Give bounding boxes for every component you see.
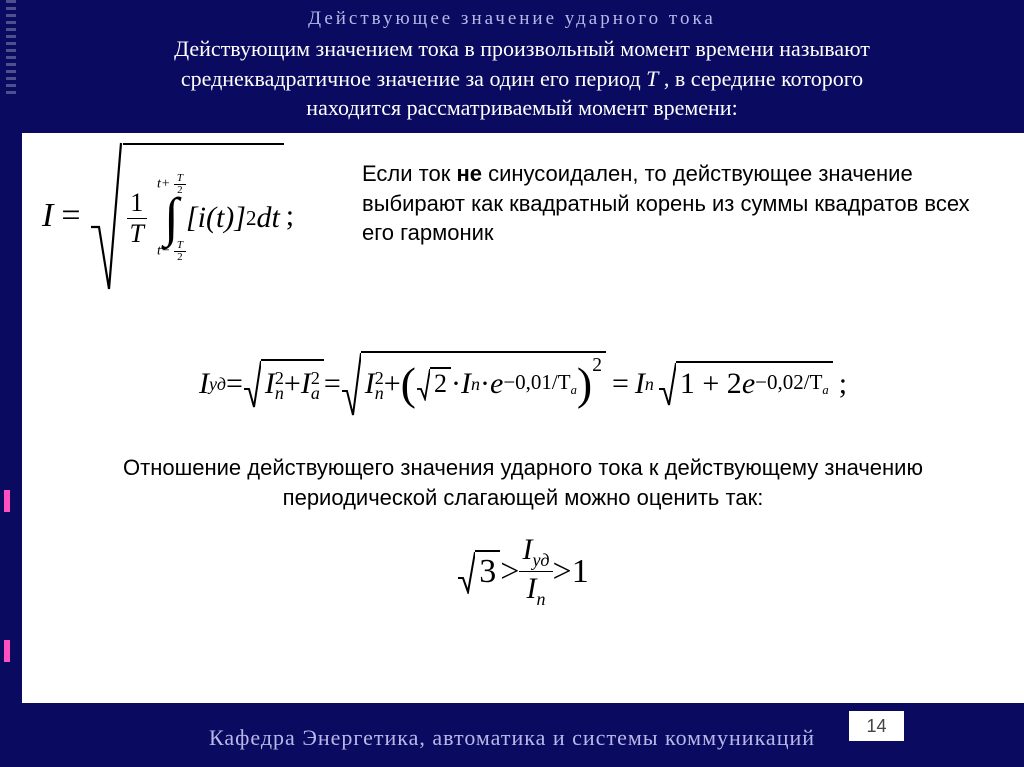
radical-icon (457, 550, 475, 594)
eq1-sqrt: 1 T t+ T 2 (89, 141, 284, 291)
radical-icon (658, 361, 676, 407)
eq1-frac-1overT: 1 T (127, 188, 147, 249)
radical-icon (89, 141, 123, 291)
description-nonsinusoidal: Если ток не синусоидален, то действующее… (362, 159, 982, 248)
eq1-semicolon: ; (286, 199, 294, 233)
intro-line2b: , в середине которого (664, 66, 863, 91)
equation-rms-definition: I = 1 T t (42, 141, 294, 291)
slide: Действующее значение ударного тока Дейст… (0, 0, 1024, 767)
equation-ratio-bounds: 3 > Iуд In > 1 (22, 533, 1024, 610)
rail-accent-1 (4, 490, 10, 512)
radical-icon (243, 359, 261, 409)
radical-icon (416, 367, 430, 401)
radical-icon (341, 351, 361, 417)
rail-accent-2 (4, 640, 10, 662)
intro-line1: Действующим значением тока в произвольны… (174, 36, 870, 61)
left-rail (0, 0, 22, 767)
slide-title: Действующее значение ударного тока (0, 8, 1024, 30)
equation-iud: Iуд = I2n + I2a = I2n + (36, 351, 1010, 417)
intro-text: Действующим значением тока в произвольны… (40, 34, 1004, 123)
intro-line3: находится рассматриваемый момент времени… (306, 95, 737, 120)
intro-line2a: среднеквадратичное значение за один его … (181, 66, 646, 91)
footer-text: Кафедра Энергетика, автоматика и системы… (0, 725, 1024, 751)
content-panel: I = 1 T t (22, 133, 1024, 703)
eq1-I: I (42, 197, 53, 235)
description-ratio: Отношение действующего значения ударного… (82, 453, 964, 512)
eq1-equals: = (61, 197, 80, 235)
eq1-integral: t+ T 2 ∫ t− T (157, 173, 186, 262)
intro-T: T (646, 66, 658, 91)
